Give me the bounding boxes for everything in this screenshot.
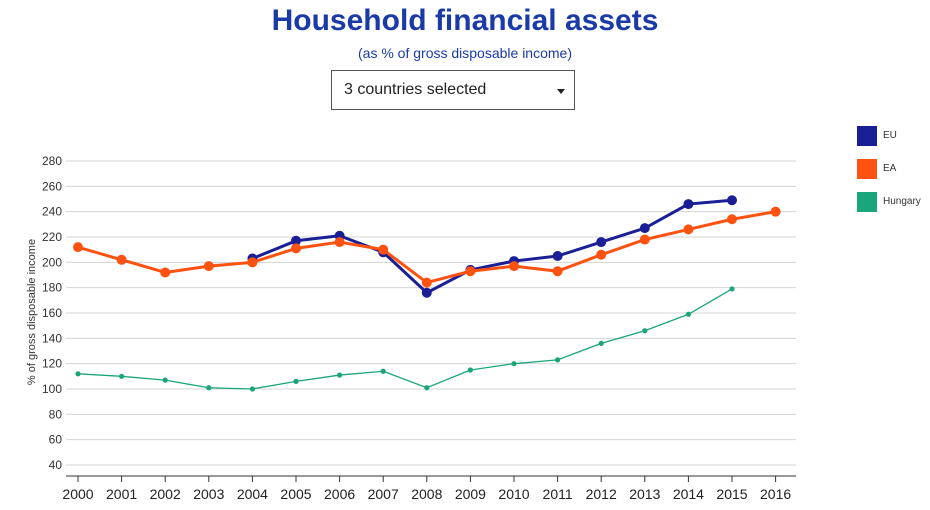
x-tick-label: 2007 [368,486,399,502]
country-selector-dropdown[interactable]: 3 countries selected [331,70,575,110]
data-point[interactable] [639,223,650,234]
data-point[interactable] [424,385,430,391]
data-point[interactable] [467,367,473,373]
y-tick-label: 280 [42,154,62,168]
data-point[interactable] [291,243,301,254]
series-hungary[interactable] [75,286,735,392]
series-line-hungary [77,288,733,390]
legend-label: EA [883,163,897,174]
data-point[interactable] [378,244,389,255]
x-tick-label: 2016 [760,486,791,502]
y-tick-label: 200 [42,255,62,269]
y-axis-ticks: 40 60 80 100 120 140 160 180 200 220 240 260 280 [42,154,62,472]
y-tick-label: 260 [42,179,62,193]
x-tick-label: 2000 [62,486,93,502]
data-point[interactable] [770,206,781,217]
data-point[interactable] [465,266,476,277]
x-tick-label: 2011 [543,486,573,502]
data-point[interactable] [511,361,517,367]
y-tick-label: 80 [49,407,63,421]
data-point[interactable] [683,199,694,210]
data-point[interactable] [421,287,432,298]
data-point[interactable] [685,311,692,317]
legend-swatch [857,192,877,212]
data-point[interactable] [119,373,125,379]
data-point[interactable] [162,377,168,383]
data-point[interactable] [727,195,737,206]
legend-label: EU [883,130,897,141]
data-point[interactable] [555,357,561,363]
x-axis: 2000 2001 2002 2003 2004 2005 2006 2007 2008 2009… [62,475,796,502]
chart-series [73,195,781,392]
legend-label: Hungary [883,196,921,207]
x-tick-label: 2004 [237,486,268,502]
data-point[interactable] [727,214,737,225]
y-tick-label: 140 [42,331,62,345]
x-tick-label: 2013 [629,486,660,502]
data-point[interactable] [291,235,301,246]
y-tick-label: 220 [42,230,62,244]
y-tick-label: 60 [49,433,63,447]
x-tick-label: 2014 [673,486,704,502]
data-point[interactable] [642,328,648,334]
y-tick-label: 160 [42,306,62,320]
data-point[interactable] [206,385,212,391]
y-tick-label: 180 [42,281,62,295]
data-point[interactable] [337,372,343,378]
legend-swatch [857,126,877,146]
x-tick-label: 2010 [498,486,529,502]
series-eu[interactable] [247,195,737,298]
series-line-eu [251,198,733,295]
data-point[interactable] [596,237,607,248]
data-point[interactable] [509,261,519,272]
x-tick-label: 2003 [193,486,224,502]
legend-swatch [857,159,877,179]
data-point[interactable] [380,368,386,374]
y-tick-label: 100 [42,382,62,396]
series-line-ea [77,210,776,285]
data-point[interactable] [293,378,299,384]
x-tick-label: 2015 [716,486,747,502]
data-point[interactable] [160,267,171,278]
country-selector-value: 3 countries selected [344,81,487,98]
data-point[interactable] [75,371,81,377]
data-point[interactable] [596,249,607,260]
x-tick-label: 2002 [150,486,181,502]
y-tick-label: 240 [42,205,62,219]
data-point[interactable] [552,251,563,261]
data-point[interactable] [73,242,83,253]
data-point[interactable] [552,266,563,277]
data-point[interactable] [249,386,255,392]
data-point[interactable] [247,257,258,268]
data-point[interactable] [116,254,127,265]
chart-title: Household financial assets [271,4,659,37]
data-point[interactable] [203,261,214,272]
data-point[interactable] [334,237,345,248]
series-ea[interactable] [73,206,781,288]
chart-subtitle: (as % of gross disposable income) [358,45,572,61]
caret-down-icon [557,89,565,94]
x-tick-label: 2008 [411,486,442,502]
x-tick-label: 2005 [280,486,311,502]
data-point[interactable] [639,234,650,245]
x-tick-label: 2009 [455,486,486,502]
data-point[interactable] [598,340,604,346]
y-axis-label: % of gross disposable income [26,239,38,385]
x-tick-label: 2001 [106,486,137,502]
x-tick-label: 2006 [324,486,355,502]
y-tick-label: 120 [42,357,62,371]
data-point[interactable] [683,224,694,235]
y-tick-label: 40 [49,458,63,472]
data-point[interactable] [729,286,735,292]
data-point[interactable] [421,277,432,288]
x-tick-label: 2012 [586,486,617,502]
